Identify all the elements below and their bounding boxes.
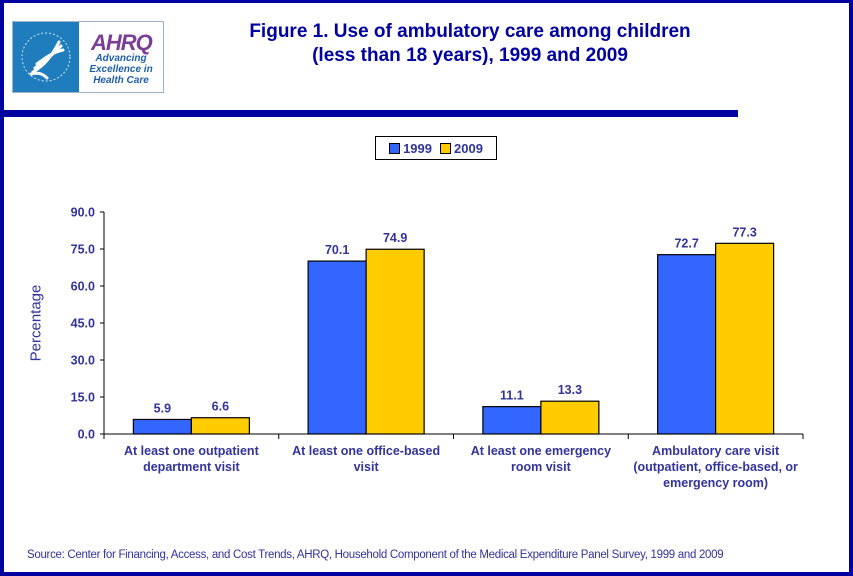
- bar-2009-0: [190, 417, 250, 435]
- y-tick-label: 30.0: [71, 354, 95, 368]
- ahrq-brand: AHRQ Advancing Excellence in Health Care: [79, 22, 163, 92]
- source-note: Source: Center for Financing, Access, an…: [27, 549, 724, 561]
- legend-label-1999: 1999: [403, 140, 432, 156]
- x-category-label: emergency room): [663, 476, 768, 490]
- data-label-2009-0: 6.6: [212, 400, 229, 414]
- chart-legend: 1999 2009: [375, 136, 497, 160]
- ahrq-logo: AHRQ Advancing Excellence in Health Care: [12, 21, 164, 93]
- x-category-label: department visit: [143, 460, 240, 474]
- x-category-label: room visit: [511, 460, 572, 474]
- x-category-label: Ambulatory care visit: [652, 444, 780, 458]
- bar-2009-1: [365, 248, 425, 435]
- data-label-1999-2: 11.1: [500, 389, 524, 403]
- y-tick-label: 15.0: [71, 391, 95, 405]
- legend-swatch-1999: [389, 142, 401, 154]
- data-label-2009-3: 77.3: [732, 225, 756, 239]
- bar-1999-2: [482, 406, 542, 435]
- header-divider: [0, 110, 738, 117]
- ahrq-wordmark: AHRQ: [91, 30, 153, 55]
- y-tick-label: 0.0: [78, 428, 95, 442]
- x-category-label: At least one office-based: [292, 444, 440, 458]
- data-label-1999-3: 72.7: [674, 237, 698, 251]
- x-category-label: At least one outpatient: [124, 444, 260, 458]
- ahrq-tagline: Advancing Excellence in Health Care: [79, 53, 163, 86]
- y-tick-label: 45.0: [71, 317, 95, 331]
- data-label-2009-1: 74.9: [383, 231, 407, 245]
- data-label-2009-2: 13.3: [558, 383, 582, 397]
- tagline-line-1: Advancing: [95, 53, 147, 64]
- hhs-eagle-seal-icon: [13, 22, 79, 92]
- y-tick-label: 60.0: [71, 280, 95, 294]
- title-line-1: Figure 1. Use of ambulatory care among c…: [249, 21, 691, 42]
- bar-1999-3: [657, 254, 717, 435]
- legend-item-1999: 1999: [389, 141, 432, 156]
- data-label-1999-1: 70.1: [325, 243, 349, 257]
- legend-item-2009: 2009: [440, 141, 483, 156]
- bar-2009-2: [540, 400, 600, 435]
- chart-title: Figure 1. Use of ambulatory care among c…: [200, 20, 740, 68]
- x-category-label: (outpatient, office-based, or: [633, 460, 798, 474]
- legend-label-2009: 2009: [454, 140, 483, 156]
- title-line-2: (less than 18 years), 1999 and 2009: [312, 45, 628, 66]
- bar-1999-0: [132, 418, 192, 435]
- bar-1999-1: [307, 260, 367, 435]
- data-label-1999-0: 5.9: [154, 401, 171, 415]
- tagline-line-3: Health Care: [93, 75, 149, 86]
- bar-2009-3: [715, 242, 775, 435]
- x-category-label: At least one emergency: [471, 444, 611, 458]
- tagline-line-2: Excellence in: [89, 64, 153, 75]
- y-tick-label: 75.0: [71, 243, 95, 257]
- y-tick-label: 90.0: [71, 206, 95, 220]
- legend-swatch-2009: [440, 142, 451, 154]
- x-category-label: visit: [354, 460, 380, 474]
